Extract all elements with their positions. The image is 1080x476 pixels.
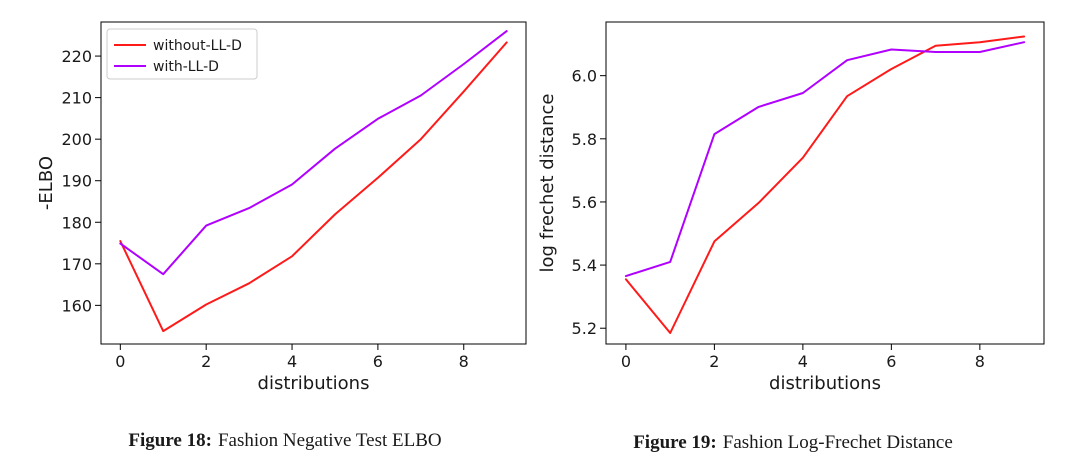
legend-label-without-ll-d: without-LL-D [153,38,242,54]
y-tick-label-6: 6.0 [572,67,597,86]
x-tick-label-4: 4 [287,352,297,371]
y-tick-label-5-4: 5.4 [572,256,597,275]
y-tick-label-210: 210 [61,89,92,108]
chart2-y-axis-label: log frechet distance [537,93,558,272]
y-tick-label-5-8: 5.8 [572,130,597,149]
figure-19-caption: Figure 19: Fashion Log-Frechet Distance [633,432,953,453]
legend-label-with-ll-d: with-LL-D [153,59,219,75]
series-line-with-ll-d [119,30,508,276]
x-tick-label-2: 2 [709,352,719,371]
y-tick-label-5-2: 5.2 [572,319,597,338]
figure-19-caption-text: Fashion Log-Frechet Distance [723,432,953,453]
y-tick-label-220: 220 [61,47,92,66]
y-tick-label-190: 190 [61,172,92,191]
series-line-without-ll-d [119,41,508,333]
x-tick-label-0: 0 [115,352,125,371]
chart-log-frechet: 0 2 4 6 8 5.2 5.4 5.6 5.8 6.0 distributions log … [537,21,1045,394]
figure-18-caption: Figure 18: Fashion Negative Test ELBO [128,430,441,451]
y-tick-label-200: 200 [61,130,92,149]
chart-negative-elbo: 0 2 4 6 8 160 170 180 190 200 210 220 distribution… [36,21,527,394]
y-tick-label-160: 160 [61,296,92,315]
chart2-y-ticks: 5.2 5.4 5.6 5.8 6.0 [572,67,606,338]
chart1-x-axis-label: distributions [258,373,370,394]
y-tick-label-170: 170 [61,255,92,274]
y-tick-label-180: 180 [61,213,92,232]
chart2-x-axis-label: distributions [769,373,881,394]
x-tick-label-8: 8 [975,352,985,371]
chart2-axes-frame [605,21,1045,345]
chart1-y-ticks: 160 170 180 190 200 210 220 [61,47,101,315]
x-tick-label-8: 8 [459,352,469,371]
figure-18-caption-text: Fashion Negative Test ELBO [218,430,442,451]
chart1-x-ticks: 0 2 4 6 8 [115,344,469,371]
x-tick-label-0: 0 [621,352,631,371]
series-line-without-ll-d [624,35,1026,334]
y-tick-label-5-6: 5.6 [572,193,597,212]
chart1-legend: without-LL-D with-LL-D [106,28,258,80]
chart1-y-axis-label: -ELBO [36,156,57,210]
figure-19-number: Figure 19: [633,432,717,453]
chart2-plot-content [624,35,1026,334]
x-tick-label-6: 6 [373,352,383,371]
chart1-plot-content [119,30,508,333]
x-tick-label-6: 6 [886,352,896,371]
chart1-axes-frame [100,21,527,345]
x-tick-label-2: 2 [201,352,211,371]
chart2-x-ticks: 0 2 4 6 8 [621,344,985,371]
figure-18-number: Figure 18: [128,430,212,451]
x-tick-label-4: 4 [798,352,808,371]
series-line-with-ll-d [624,41,1026,278]
